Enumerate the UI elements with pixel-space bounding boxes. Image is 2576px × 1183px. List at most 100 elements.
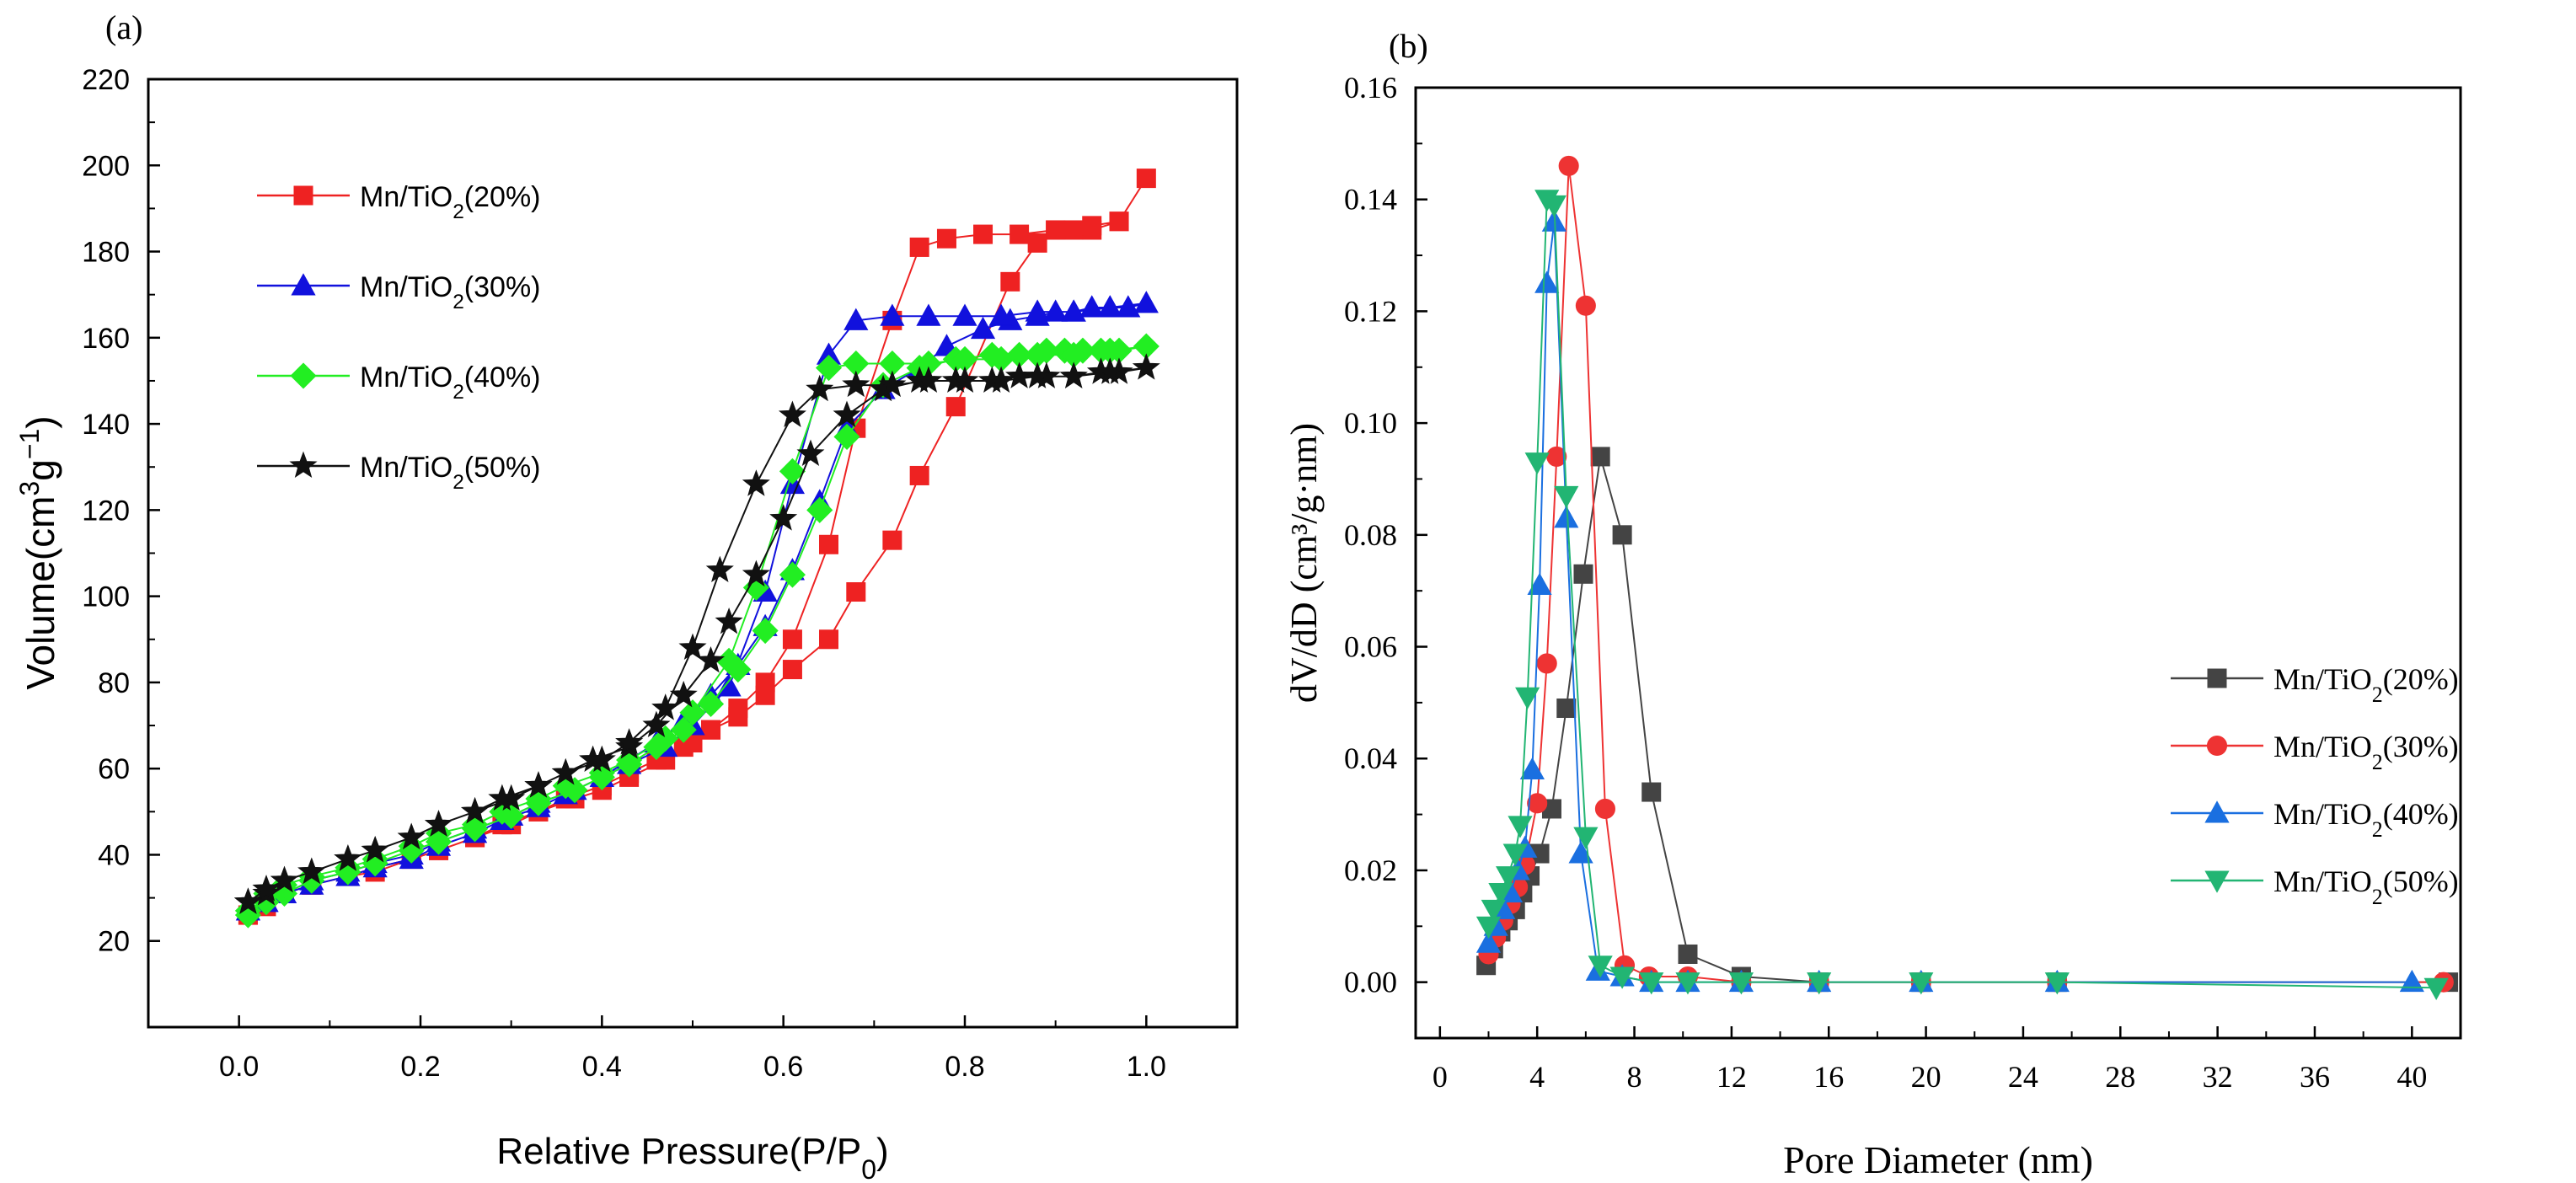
x-tick-label: 12 <box>1716 1060 1747 1094</box>
data-point <box>988 303 1014 326</box>
data-point <box>270 865 299 893</box>
data-point <box>488 784 517 811</box>
data-point <box>1010 224 1030 244</box>
data-point <box>1000 271 1020 292</box>
data-point <box>1095 357 1124 384</box>
data-point <box>669 680 698 708</box>
data-point <box>970 316 996 340</box>
y-tick-label: 180 <box>82 237 130 269</box>
y-tick-label: 160 <box>82 323 130 355</box>
data-point <box>1609 966 1635 989</box>
data-point <box>779 458 806 484</box>
legend-label: Mn/TiO2(40%) <box>2273 797 2459 842</box>
data-point <box>1097 295 1122 318</box>
y-tick-label: 80 <box>98 667 130 699</box>
data-point <box>936 228 956 249</box>
data-point <box>1059 361 1088 388</box>
data-point <box>1063 220 1084 240</box>
data-point <box>1728 972 1754 995</box>
data-point <box>1556 699 1577 719</box>
legend-label: Mn/TiO2(30%) <box>360 271 541 313</box>
y-tick-label: 0.10 <box>1344 406 1397 440</box>
data-point <box>1573 827 1599 849</box>
data-point <box>1675 972 1700 995</box>
data-point <box>1061 299 1086 322</box>
data-point <box>1534 270 1560 293</box>
data-point <box>233 887 262 914</box>
data-point <box>1488 882 1513 906</box>
legend-marker <box>2204 870 2230 893</box>
data-point <box>1109 211 1129 232</box>
x-tick-label: 0.2 <box>400 1051 440 1083</box>
data-point <box>705 555 734 583</box>
data-point <box>880 303 905 326</box>
data-point <box>815 355 843 382</box>
x-tick-label: 16 <box>1813 1060 1844 1094</box>
data-point <box>525 785 552 812</box>
data-point <box>1116 295 1141 318</box>
data-point <box>1558 155 1579 176</box>
data-point <box>909 465 929 485</box>
legend: Mn/TiO2(20%) Mn/TiO2(30%) Mn/TiO2(40%) Mn/T… <box>2171 662 2459 909</box>
data-point <box>1136 169 1156 189</box>
data-point <box>755 672 775 693</box>
x-tick-label: 20 <box>1911 1060 1941 1094</box>
plot-frame <box>1414 86 2462 1040</box>
data-point <box>2423 977 2449 1001</box>
x-tick-label: 4 <box>1529 1060 1545 1094</box>
x-axis-title: Pore Diameter (nm) <box>1783 1138 2093 1181</box>
data-point <box>1475 930 1502 953</box>
data-point <box>361 835 389 863</box>
data-point <box>1541 195 1566 218</box>
data-point <box>1481 899 1506 923</box>
data-point <box>1519 757 1545 780</box>
data-point <box>742 469 770 496</box>
data-point <box>1046 220 1066 240</box>
data-point <box>914 366 943 393</box>
y-tick-label: 0.06 <box>1344 630 1397 664</box>
data-point <box>1515 687 1540 710</box>
data-point <box>909 237 929 257</box>
y-tick-label: 0.04 <box>1344 741 1397 775</box>
data-point <box>1573 564 1593 584</box>
data-point <box>782 660 802 680</box>
panel-a-isotherm-chart: 0.0 0.2 0.4 0.6 0.8 1.0 20 40 60 80 100 120 140 160 18… <box>14 8 1239 1183</box>
data-point <box>1536 653 1557 674</box>
legend-marker <box>293 185 313 206</box>
x-tick-label: 32 <box>2203 1060 2233 1094</box>
x-tick-label: 0.0 <box>219 1051 259 1083</box>
data-point <box>1641 782 1662 802</box>
data-point <box>651 693 680 720</box>
data-point <box>1079 295 1105 318</box>
data-point <box>833 400 861 427</box>
data-point <box>728 699 748 719</box>
data-point <box>524 771 553 798</box>
legend-label: Mn/TiO2(20%) <box>360 181 541 223</box>
data-point <box>742 574 769 601</box>
x-tick-label: 8 <box>1627 1060 1642 1094</box>
data-point <box>987 366 1015 393</box>
data-point <box>1475 916 1502 939</box>
x-tick-label: 1.0 <box>1127 1051 1166 1083</box>
panel-label: (b) <box>1389 27 1428 65</box>
legend-marker <box>2204 800 2230 823</box>
y-tick-label: 120 <box>82 495 130 527</box>
data-point <box>916 303 941 326</box>
data-point <box>945 397 966 417</box>
x-tick-label: 36 <box>2300 1060 2330 1094</box>
legend-marker <box>289 451 318 479</box>
data-point <box>1678 944 1698 964</box>
data-point <box>297 857 326 884</box>
y-axis-title: Volume(cm3g−1) <box>14 415 62 689</box>
data-point <box>679 699 706 726</box>
data-point <box>1508 816 1533 838</box>
data-point <box>461 796 490 824</box>
data-point <box>952 303 977 326</box>
data-point <box>833 423 860 450</box>
data-point <box>1568 841 1593 864</box>
legend-marker <box>2206 735 2228 757</box>
series-2 <box>234 333 1159 929</box>
data-point <box>1527 572 1552 596</box>
data-point <box>1524 452 1550 475</box>
